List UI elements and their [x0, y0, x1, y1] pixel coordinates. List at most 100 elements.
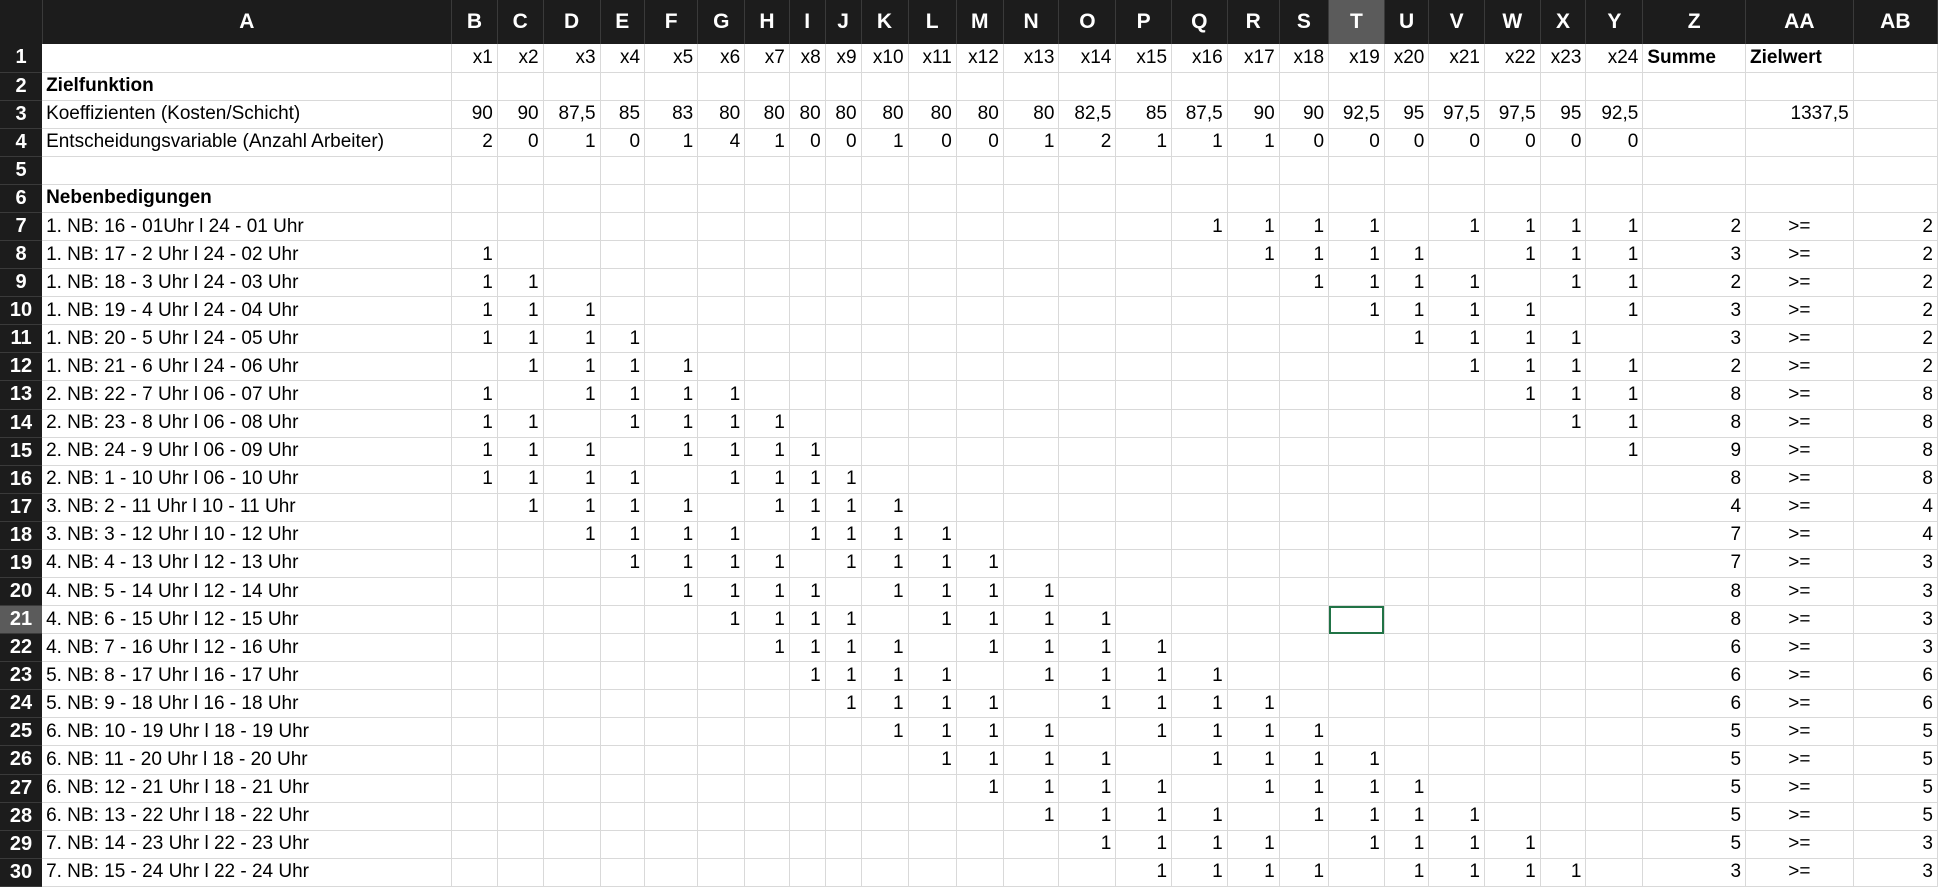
- cell-ab15[interactable]: 8: [1853, 437, 1938, 466]
- cell-k4[interactable]: 1: [861, 128, 909, 157]
- cell-w29[interactable]: 1: [1484, 830, 1541, 859]
- cell-e19[interactable]: 1: [600, 549, 646, 578]
- cell-u28[interactable]: 1: [1384, 802, 1430, 831]
- cell-r12[interactable]: [1227, 352, 1280, 382]
- row-header[interactable]: 27: [0, 774, 43, 803]
- cell-x1[interactable]: x23: [1540, 44, 1587, 73]
- cell-ab29[interactable]: 3: [1853, 830, 1938, 859]
- cell-z28[interactable]: 5: [1642, 802, 1747, 831]
- cell-s14[interactable]: [1279, 409, 1330, 438]
- cell-v30[interactable]: 1: [1428, 858, 1485, 887]
- cell-ab18[interactable]: 4: [1853, 521, 1938, 550]
- cell-y13[interactable]: 1: [1585, 380, 1644, 410]
- cell-h18[interactable]: [744, 521, 790, 550]
- cell-t19[interactable]: [1328, 549, 1385, 578]
- cell-x28[interactable]: [1540, 802, 1587, 831]
- cell-l27[interactable]: [908, 774, 957, 803]
- cell-b14[interactable]: 1: [451, 409, 498, 438]
- cell-w5[interactable]: [1484, 156, 1541, 185]
- row-header[interactable]: 3: [0, 100, 43, 129]
- cell-f25[interactable]: [644, 717, 699, 747]
- cell-m17[interactable]: [956, 493, 1004, 522]
- cell-e7[interactable]: [600, 212, 646, 242]
- cell-n8[interactable]: [1003, 240, 1060, 270]
- cell-n5[interactable]: [1003, 156, 1060, 185]
- cell-a21[interactable]: 4. NB: 6 - 15 Uhr l 12 - 15 Uhr: [42, 605, 453, 635]
- cell-h24[interactable]: [744, 689, 790, 719]
- cell-r16[interactable]: [1227, 465, 1280, 494]
- cell-t27[interactable]: 1: [1328, 774, 1385, 803]
- cell-m20[interactable]: 1: [956, 577, 1004, 607]
- cell-c15[interactable]: 1: [497, 437, 544, 466]
- cell-x6[interactable]: [1540, 184, 1587, 213]
- cell-m28[interactable]: [956, 802, 1004, 831]
- cell-n29[interactable]: [1003, 830, 1060, 859]
- column-header-a[interactable]: A: [42, 0, 453, 44]
- cell-e29[interactable]: [600, 830, 646, 859]
- cell-k3[interactable]: 80: [861, 100, 909, 129]
- cell-m14[interactable]: [956, 409, 1004, 438]
- cell-i11[interactable]: [789, 324, 826, 354]
- cell-d8[interactable]: [543, 240, 601, 270]
- column-header-i[interactable]: I: [789, 0, 826, 44]
- row-header[interactable]: 7: [0, 212, 43, 242]
- cell-j29[interactable]: [825, 830, 862, 859]
- cell-n18[interactable]: [1003, 521, 1060, 550]
- cell-d28[interactable]: [543, 802, 601, 831]
- cell-i30[interactable]: [789, 858, 826, 887]
- cell-u12[interactable]: [1384, 352, 1430, 382]
- cell-b2[interactable]: [451, 72, 498, 101]
- cell-r9[interactable]: [1227, 268, 1280, 298]
- cell-k17[interactable]: 1: [861, 493, 909, 522]
- cell-d12[interactable]: 1: [543, 352, 601, 382]
- cell-p2[interactable]: [1115, 72, 1173, 101]
- cell-c23[interactable]: [497, 661, 544, 691]
- cell-v9[interactable]: 1: [1428, 268, 1485, 298]
- cell-d2[interactable]: [543, 72, 601, 101]
- cell-n4[interactable]: 1: [1003, 128, 1060, 157]
- cell-ab25[interactable]: 5: [1853, 717, 1938, 747]
- cell-k27[interactable]: [861, 774, 909, 803]
- cell-b15[interactable]: 1: [451, 437, 498, 466]
- cell-c10[interactable]: 1: [497, 296, 544, 326]
- row-header[interactable]: 28: [0, 802, 43, 831]
- cell-f19[interactable]: 1: [644, 549, 699, 578]
- cell-l22[interactable]: [908, 633, 957, 663]
- cell-h12[interactable]: [744, 352, 790, 382]
- cell-m29[interactable]: [956, 830, 1004, 859]
- cell-x14[interactable]: 1: [1540, 409, 1587, 438]
- cell-l30[interactable]: [908, 858, 957, 887]
- cell-k6[interactable]: [861, 184, 909, 213]
- cell-n7[interactable]: [1003, 212, 1060, 242]
- cell-x25[interactable]: [1540, 717, 1587, 747]
- cell-u20[interactable]: [1384, 577, 1430, 607]
- cell-r24[interactable]: 1: [1227, 689, 1280, 719]
- cell-t4[interactable]: 0: [1328, 128, 1385, 157]
- cell-s16[interactable]: [1279, 465, 1330, 494]
- cell-n19[interactable]: [1003, 549, 1060, 578]
- cell-p14[interactable]: [1115, 409, 1173, 438]
- cell-g24[interactable]: [697, 689, 746, 719]
- cell-l12[interactable]: [908, 352, 957, 382]
- cell-n23[interactable]: 1: [1003, 661, 1060, 691]
- cell-a6[interactable]: Nebenbedigungen: [42, 184, 453, 213]
- cell-a15[interactable]: 2. NB: 24 - 9 Uhr l 06 - 09 Uhr: [42, 437, 453, 466]
- row-header[interactable]: 21: [0, 605, 43, 635]
- cell-t28[interactable]: 1: [1328, 802, 1385, 831]
- cell-a8[interactable]: 1. NB: 17 - 2 Uhr l 24 - 02 Uhr: [42, 240, 453, 270]
- row-header[interactable]: 19: [0, 549, 43, 578]
- cell-b3[interactable]: 90: [451, 100, 498, 129]
- cell-z14[interactable]: 8: [1642, 409, 1747, 438]
- cell-e5[interactable]: [600, 156, 646, 185]
- cell-h26[interactable]: [744, 745, 790, 775]
- cell-q19[interactable]: [1171, 549, 1228, 578]
- cell-l1[interactable]: x11: [908, 44, 957, 73]
- cell-g6[interactable]: [697, 184, 746, 213]
- cell-e23[interactable]: [600, 661, 646, 691]
- cell-ab26[interactable]: 5: [1853, 745, 1938, 775]
- cell-r23[interactable]: [1227, 661, 1280, 691]
- cell-u17[interactable]: [1384, 493, 1430, 522]
- cell-n16[interactable]: [1003, 465, 1060, 494]
- cell-y11[interactable]: [1585, 324, 1644, 354]
- cell-r28[interactable]: [1227, 802, 1280, 831]
